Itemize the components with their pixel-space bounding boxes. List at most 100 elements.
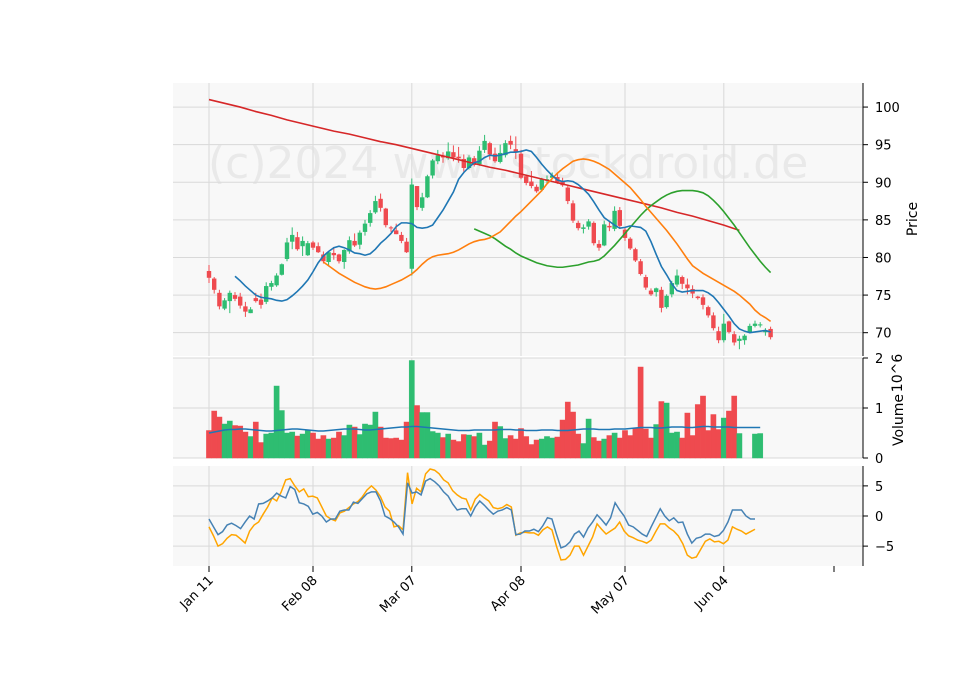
volume-bar — [419, 412, 426, 459]
candle-body — [336, 254, 342, 262]
candle-body — [695, 296, 700, 299]
candle-body — [352, 240, 357, 246]
candle-body — [430, 160, 435, 176]
candle-body — [290, 234, 295, 242]
y-tick-label: 2 — [875, 352, 883, 367]
candle-body — [404, 241, 409, 253]
volume-bar — [252, 421, 259, 459]
volume-bar — [232, 425, 238, 459]
volume-bar — [278, 410, 285, 459]
candle-body — [674, 275, 680, 285]
candle-body — [357, 232, 362, 245]
volume-bar — [611, 432, 618, 459]
volume-average-line — [208, 425, 761, 434]
volume-bar — [330, 437, 337, 459]
y-tick-label: 100 — [875, 101, 900, 116]
volume-bar — [429, 431, 436, 459]
candle-body — [752, 323, 758, 326]
candle-body — [253, 298, 258, 302]
candle-body — [232, 295, 238, 299]
volume-bar — [705, 430, 712, 459]
candle-body — [607, 225, 612, 228]
watermark: (c)2024 www.stockdroid.de — [208, 138, 808, 189]
oscillator-series — [208, 468, 756, 561]
candle-body — [269, 283, 274, 287]
candle-body — [456, 156, 461, 159]
volume-unit-label: 10^6 — [890, 354, 906, 393]
candle-body — [206, 271, 212, 278]
candle-body — [264, 286, 269, 302]
candle-body — [482, 140, 487, 150]
candle-body — [300, 240, 305, 247]
volume-bar — [247, 436, 254, 459]
volume-bar — [528, 444, 535, 459]
volume-bar — [466, 434, 472, 459]
candle-body — [633, 249, 638, 261]
candle-body — [217, 292, 222, 307]
y-tick-label: 90 — [875, 176, 892, 191]
volume-bar — [684, 412, 691, 459]
volume-bar — [549, 437, 556, 459]
x-tick-label: Jun 04 — [691, 573, 731, 613]
candle-body — [487, 143, 492, 155]
x-tick-label: Mar 07 — [377, 573, 420, 616]
volume-bar — [596, 440, 602, 459]
volume-bar — [206, 430, 212, 459]
volume-bar — [476, 432, 483, 459]
y-tick-label: 80 — [875, 251, 892, 266]
volume-bar — [570, 411, 576, 459]
oscillator-line-blue — [208, 477, 755, 549]
candle-body — [394, 230, 399, 235]
y-tick-label: 95 — [875, 139, 892, 154]
candle-body — [581, 227, 586, 229]
volume-bar — [590, 437, 597, 459]
volume-bar — [445, 433, 452, 459]
volume-bar — [720, 417, 727, 459]
candle-body — [628, 238, 633, 249]
candle-body — [492, 153, 498, 162]
volume-bar — [304, 429, 311, 459]
volume-bar — [559, 419, 566, 459]
x-tick-label: Apr 08 — [488, 573, 529, 614]
candle-body — [295, 237, 300, 250]
volume-bar — [497, 426, 504, 459]
volume-bar — [460, 434, 467, 459]
candle-body — [409, 184, 414, 269]
sma-fast-line — [234, 149, 771, 334]
candle-body — [524, 176, 529, 184]
volume-bar — [663, 402, 670, 459]
candle-body — [612, 210, 617, 229]
volume-bar — [455, 441, 462, 459]
candle-body — [414, 186, 420, 208]
candle-body — [638, 261, 643, 275]
volume-axis-label: Volume — [891, 394, 907, 446]
volume-bar — [273, 385, 280, 459]
y-tick-label: 0 — [875, 452, 883, 467]
volume-bar — [710, 414, 717, 459]
volume-bar — [518, 428, 524, 459]
volume-bar — [414, 405, 420, 459]
candle-body — [700, 297, 706, 305]
volume-bar — [653, 424, 660, 459]
volume-bar — [356, 434, 363, 459]
volume-bar — [694, 404, 701, 459]
candle-body — [461, 158, 466, 168]
y-tick-label: −5 — [875, 540, 894, 555]
volume-bar — [538, 438, 545, 459]
volume-bar — [315, 438, 322, 459]
candle-body — [711, 315, 716, 329]
volume-bar — [393, 437, 400, 459]
volume-bar — [512, 438, 519, 459]
candle-body — [347, 240, 352, 252]
candle-body — [721, 323, 726, 341]
volume-bar — [486, 440, 493, 459]
volume-bar — [689, 435, 696, 459]
volume-bar — [450, 439, 457, 459]
candle-body — [747, 325, 752, 333]
candle-body — [560, 180, 565, 186]
candle-body — [591, 222, 596, 244]
volume-bar — [632, 427, 639, 459]
volume-bar — [481, 444, 488, 459]
candle-body — [768, 328, 773, 338]
y-tick-label: 0 — [875, 510, 883, 525]
